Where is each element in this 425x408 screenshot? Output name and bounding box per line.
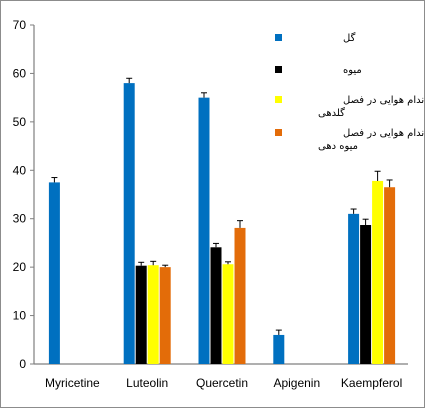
bar xyxy=(360,225,372,364)
bar xyxy=(273,334,285,364)
y-tick-label: 0 xyxy=(19,357,26,371)
y-tick-label: 70 xyxy=(13,18,27,32)
x-tick-label: Kaempferol xyxy=(341,376,402,390)
y-tick-label: 10 xyxy=(13,309,27,323)
bar xyxy=(384,187,396,364)
legend-swatch xyxy=(275,66,282,73)
legend-label: گل xyxy=(343,32,356,44)
x-tick-label: Luteolin xyxy=(126,376,168,390)
bar xyxy=(198,97,210,365)
bar xyxy=(48,182,60,364)
bar xyxy=(222,264,234,364)
legend-swatch xyxy=(275,34,282,41)
bar xyxy=(348,213,360,364)
bar xyxy=(372,180,384,364)
y-tick-label: 60 xyxy=(13,66,27,80)
y-tick-label: 40 xyxy=(13,163,27,177)
bar xyxy=(210,247,222,364)
y-tick-label: 30 xyxy=(13,212,27,226)
x-tick-label: Apigenin xyxy=(273,376,320,390)
bar xyxy=(234,227,246,364)
bar xyxy=(135,265,147,364)
bar xyxy=(123,83,135,364)
legend-label: اندام هوایی در فصل xyxy=(343,128,425,139)
y-tick-label: 50 xyxy=(13,115,27,129)
legend-label: میوه xyxy=(343,65,362,76)
y-tick-label: 20 xyxy=(13,260,27,274)
legend-swatch xyxy=(275,96,282,103)
legend-swatch xyxy=(275,129,282,136)
legend-label: اندام هوایی در فصل xyxy=(343,95,425,106)
legend-label: گلدهی xyxy=(318,107,345,119)
bar xyxy=(159,267,171,364)
legend-label: میوه دهی xyxy=(318,141,358,152)
bar xyxy=(147,265,159,364)
x-tick-label: Myricetine xyxy=(45,376,100,390)
x-tick-label: Quercetin xyxy=(196,376,248,390)
